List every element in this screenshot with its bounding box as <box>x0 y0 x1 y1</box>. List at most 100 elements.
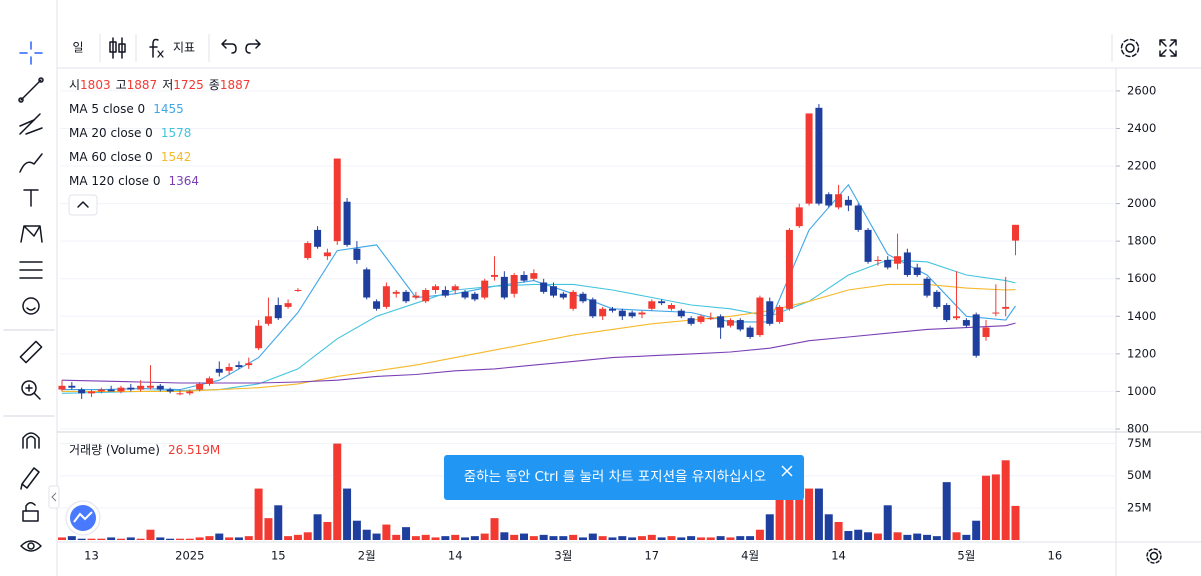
candle-body <box>835 194 843 208</box>
volume-bar <box>923 534 932 540</box>
candle-body <box>903 252 911 275</box>
volume-bar <box>578 537 587 540</box>
candle-body <box>432 286 440 291</box>
candle-body <box>992 312 1000 314</box>
volume-tick-label: 75M <box>1127 436 1152 450</box>
left-toolbar <box>3 41 55 552</box>
lock-drawing-tool[interactable] <box>20 467 40 490</box>
pattern-tool[interactable] <box>20 225 43 243</box>
volume-bar <box>185 538 194 540</box>
indicators-icon[interactable] <box>149 38 164 58</box>
volume-bar <box>854 529 863 540</box>
ma-legend: MA 20 close 0 1578 <box>69 126 191 140</box>
y-tick-label: 1600 <box>1127 271 1156 285</box>
y-tick-label: 2000 <box>1127 196 1156 210</box>
volume-bar <box>805 488 814 540</box>
y-tick-label: 2400 <box>1127 121 1156 135</box>
fib-tool[interactable] <box>19 113 43 135</box>
candle-body <box>392 291 400 294</box>
moving-average-line <box>62 283 1016 392</box>
candle-body <box>137 385 145 390</box>
y-tick-label: 1400 <box>1127 309 1156 323</box>
settings-button[interactable] <box>1120 38 1140 58</box>
ruler-tool[interactable] <box>19 340 43 364</box>
volume-bar <box>588 533 597 540</box>
pane-collapse-tab[interactable] <box>48 485 60 509</box>
volume-bar <box>244 536 253 540</box>
x-tick-label: 14 <box>831 549 846 563</box>
candle-body <box>225 367 233 371</box>
candle-body <box>559 293 567 298</box>
volume-bar <box>166 538 175 540</box>
volume-bar <box>431 537 440 540</box>
candle-body <box>707 318 715 320</box>
ma-value: 1542 <box>161 150 192 164</box>
ma-name: MA 120 close 0 <box>69 174 160 188</box>
candle-body <box>599 308 607 317</box>
volume-bar <box>942 482 951 540</box>
volume-bar <box>500 532 509 540</box>
ma-name: MA 5 close 0 <box>69 102 145 116</box>
projection-tool[interactable] <box>19 261 43 279</box>
volume-bar <box>696 537 705 540</box>
volume-bar <box>136 538 145 540</box>
candle-body <box>382 286 390 307</box>
candle-body <box>146 385 154 388</box>
candle-body <box>550 286 557 296</box>
candle-body <box>962 320 970 326</box>
volume-bar <box>372 533 381 540</box>
volume-bar <box>834 522 843 540</box>
volume-bar <box>1001 460 1010 540</box>
y-tick-label: 1000 <box>1127 384 1156 398</box>
candle-body <box>913 267 921 275</box>
trend-line-tool[interactable] <box>18 77 44 103</box>
magnet-tool[interactable] <box>22 432 40 449</box>
interval-button[interactable]: 일 <box>72 41 83 55</box>
volume-bar <box>746 536 755 540</box>
volume-bar <box>215 533 224 540</box>
candle-body <box>166 389 174 392</box>
volume-bar <box>716 536 725 540</box>
x-tick-label: 15 <box>271 549 286 563</box>
volume-bar <box>598 536 607 540</box>
candle-body <box>255 325 263 349</box>
moving-average-line <box>61 322 1016 384</box>
legend-collapse-button[interactable] <box>68 194 98 216</box>
emoji-tool[interactable] <box>22 297 40 315</box>
candle-body <box>687 318 695 324</box>
candle-body <box>933 291 941 307</box>
volume-bar <box>352 520 361 540</box>
notice-close[interactable] <box>781 465 793 477</box>
visibility-tool[interactable] <box>20 540 42 552</box>
volume-bar <box>706 537 715 540</box>
volume-bar <box>962 534 971 540</box>
redo-button[interactable] <box>245 39 261 54</box>
fullscreen-button[interactable] <box>1159 39 1177 57</box>
volume-bar <box>146 529 155 540</box>
time-axis-settings[interactable] <box>1146 548 1162 564</box>
indicators-button[interactable]: 지표 <box>173 41 195 55</box>
brush-tool[interactable] <box>19 153 43 173</box>
candle-body <box>284 303 292 307</box>
x-tick-label: 14 <box>448 549 463 563</box>
ma-legend: MA 60 close 0 1542 <box>69 150 191 164</box>
zoom-tool[interactable] <box>21 380 41 400</box>
volume-bar <box>785 486 794 540</box>
volume-tick-label: 50M <box>1127 468 1152 482</box>
volume-bar <box>234 537 243 540</box>
volume-bar <box>982 475 991 540</box>
chart-type-button[interactable] <box>109 37 126 59</box>
lock-tool[interactable] <box>22 502 39 522</box>
volume-bar <box>441 536 450 540</box>
crosshair-tool[interactable] <box>19 41 43 65</box>
undo-button[interactable] <box>221 39 237 54</box>
ma-name: MA 20 close 0 <box>69 126 153 140</box>
volume-bar <box>1011 505 1020 540</box>
moving-average-line <box>62 183 1016 391</box>
candle-body <box>717 316 725 328</box>
y-tick-label: 1200 <box>1127 346 1156 360</box>
volume-bar <box>402 527 411 540</box>
text-tool[interactable] <box>23 189 39 207</box>
brand-logo[interactable] <box>65 500 101 536</box>
candle-body <box>107 389 115 392</box>
